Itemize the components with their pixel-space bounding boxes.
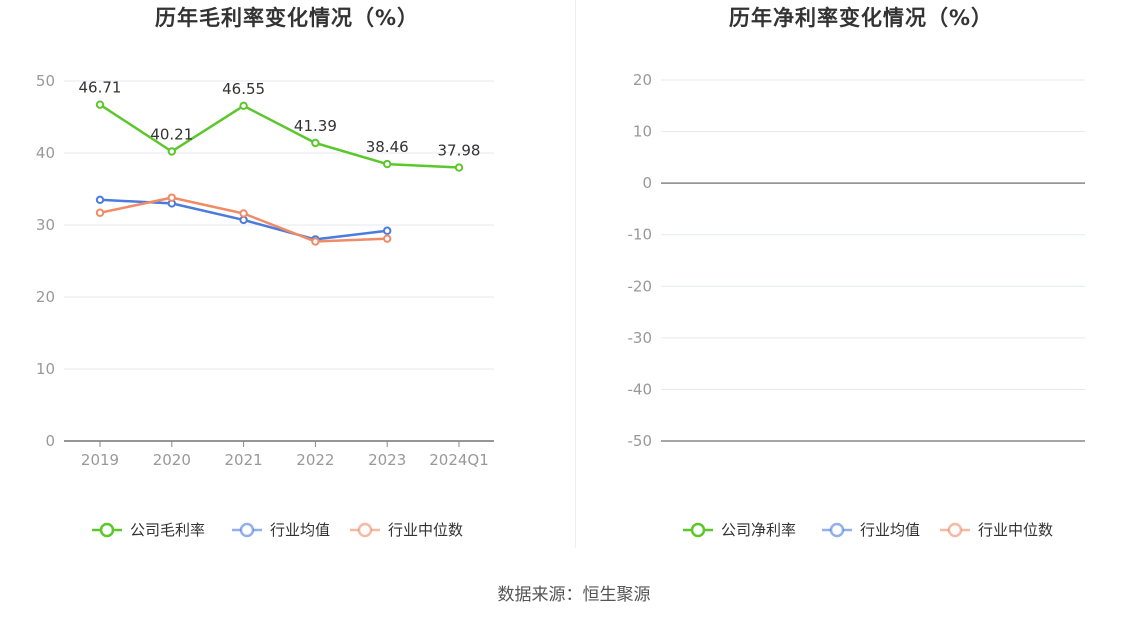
data-point — [311, 138, 320, 148]
y-tick-label: -50 — [628, 432, 653, 450]
x-tick-label: 2023 — [368, 451, 406, 469]
y-tick-label: 50 — [36, 72, 55, 90]
panel-divider — [575, 0, 576, 548]
data-label: 37.98 — [438, 142, 481, 160]
data-label: 41.39 — [294, 117, 337, 135]
legend-label: 公司毛利率 — [130, 521, 205, 539]
legend-swatch-marker — [690, 522, 706, 538]
legend-swatch-marker — [239, 522, 255, 538]
data-label: 38.46 — [366, 138, 409, 156]
data-label: 46.55 — [222, 80, 265, 98]
legend-swatch-marker — [947, 522, 963, 538]
x-tick-label: 2020 — [153, 451, 191, 469]
data-point — [239, 209, 248, 218]
data-point — [239, 215, 248, 225]
legend-label: 行业均值 — [270, 521, 330, 539]
legend-label: 行业中位数 — [978, 521, 1053, 539]
legend-label: 公司净利率 — [721, 521, 796, 539]
y-tick-label: -20 — [628, 277, 653, 295]
y-tick-label: 10 — [36, 360, 55, 378]
legend-swatch-marker — [357, 522, 373, 538]
data-point — [95, 208, 105, 217]
data-point — [167, 193, 177, 202]
net-margin-plot: -50-40-30-20-100102020192020202120222023… — [628, 71, 1085, 539]
gross-margin-chart: 历年毛利率变化情况（%） 0 10 20 30 40 50 2019 2020 2021 2022… — [0, 0, 574, 560]
data-point — [383, 159, 392, 169]
chart-title: 历年净利率变化情况（%） — [728, 6, 994, 30]
x-tick-label: 2022 — [296, 451, 334, 469]
data-point — [383, 234, 392, 243]
series-line — [99, 103, 460, 169]
gross-margin-plot: 0 10 20 30 40 50 2019 2020 2021 2022 2023 2024Q1 46.… — [36, 72, 494, 539]
data-point — [383, 226, 392, 235]
legend-label: 行业中位数 — [388, 521, 463, 539]
legend-swatch-marker — [829, 522, 845, 538]
data-label: 40.21 — [150, 125, 193, 143]
y-tick-label: 10 — [633, 123, 652, 141]
y-tick-label: 20 — [36, 288, 55, 306]
y-tick-label: 0 — [642, 174, 652, 192]
data-source: 数据来源：恒生聚源 — [497, 585, 651, 605]
data-point — [167, 147, 177, 156]
y-tick-label: 20 — [633, 71, 652, 89]
x-tick-label: 2021 — [225, 451, 263, 469]
legend-label: 行业均值 — [860, 521, 920, 539]
y-tick-label: 40 — [36, 144, 55, 162]
data-point — [95, 100, 105, 109]
x-tick-label: 2019 — [81, 451, 119, 469]
y-tick-label: -10 — [628, 226, 653, 244]
net-margin-chart: 历年净利率变化情况（%） -50-40-30-20-10010202019202… — [574, 0, 1148, 560]
data-point — [239, 101, 248, 111]
y-tick-label: -40 — [628, 380, 653, 398]
y-tick-label: -30 — [628, 329, 653, 347]
y-tick-label: 0 — [45, 432, 55, 450]
data-label: 46.71 — [79, 79, 122, 97]
x-tick-label: 2024Q1 — [429, 451, 489, 469]
chart-title: 历年毛利率变化情况（%） — [154, 6, 420, 30]
data-point — [311, 237, 320, 246]
y-tick-label: 30 — [36, 216, 55, 234]
data-point — [95, 195, 105, 205]
data-point — [454, 163, 464, 172]
legend-swatch-marker — [99, 522, 115, 538]
